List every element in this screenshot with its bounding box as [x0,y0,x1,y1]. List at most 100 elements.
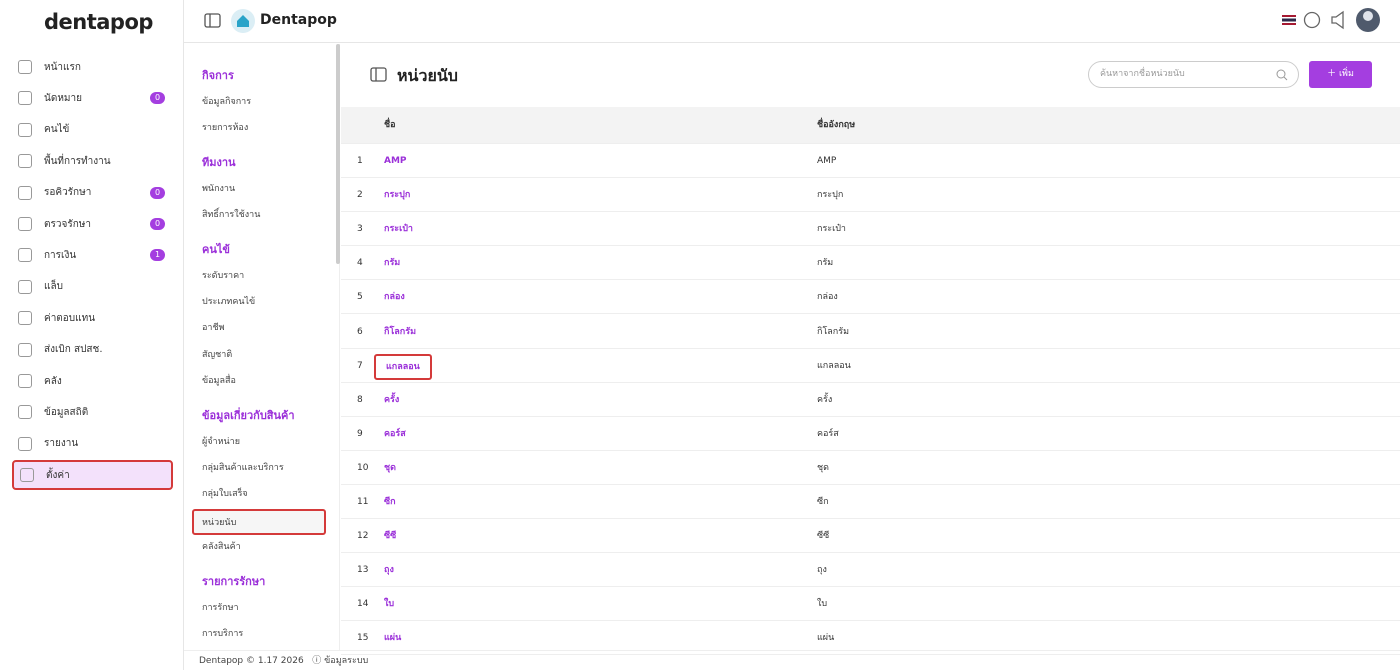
nav-item[interactable]: การเงิน 1 [12,240,173,270]
nav-item[interactable]: รายงาน [12,429,173,459]
table-row[interactable]: 2 กระปุก กระปุก [341,178,1400,213]
unit-name[interactable]: ชุด [384,462,396,473]
table-row[interactable]: 7 แกลลอน แกลลอน [341,349,1400,383]
menu-section-title: ข้อมูลเกี่ยวกับสินค้า [202,408,295,422]
menu-item[interactable]: สัญชาติ [202,349,233,360]
nav-icon [18,405,32,420]
menu-item[interactable]: ผู้จำหน่าย [202,436,241,447]
nav-item[interactable]: คลัง [12,366,173,396]
nav-icon [18,279,32,294]
menu-item[interactable]: ระดับราคา [202,270,245,281]
nav-item[interactable]: แล็บ [12,272,173,302]
menu-item[interactable]: ข้อมูลสื่อ [202,376,236,387]
unit-name[interactable]: ซีซี [384,531,397,542]
table-row[interactable]: 4 กรัม กรัม [341,246,1400,281]
nav-label: คนไข้ [44,124,70,136]
nav-item[interactable]: รอคิวรักษา 0 [12,178,173,208]
unit-name[interactable]: แกลลอน [374,353,432,380]
nav-icon [18,248,32,263]
unit-name[interactable]: AMP [384,156,407,166]
nav-icon [18,91,32,106]
nav-label: การเงิน [44,249,77,261]
nav-label: แล็บ [44,281,63,293]
nav-badge: 0 [150,186,165,199]
nav-item[interactable]: พื้นที่การทำงาน [12,146,173,176]
table-row[interactable]: 11 ซีก ซีก [341,485,1400,519]
menu-item[interactable]: อาชีพ [202,323,225,334]
unit-name[interactable]: กล่อง [384,292,405,303]
nav-label: หน้าแรก [44,61,81,73]
unit-name[interactable]: คอร์ส [384,428,406,439]
table-header: ชื่อ ชื่ออังกฤษ [341,107,1400,144]
nav-icon [18,217,32,231]
add-button[interactable]: ＋ เพิ่ม [1309,61,1372,88]
search-placeholder: ค้นหาจากชื่อหน่วยนับ [1100,69,1185,79]
unit-english-name: กระปุก [817,190,844,201]
nav-item[interactable]: คนไข้ [12,115,173,145]
nav-item[interactable]: ส่งเบิก สปสช. [12,335,173,365]
row-number: 14 [357,599,369,610]
table-row[interactable]: 5 กล่อง กล่อง [341,280,1400,315]
unit-name[interactable]: ครั้ง [384,394,400,405]
nav-label: รายงาน [44,438,79,450]
row-number: 13 [357,565,369,576]
unit-english-name: แผ่น [817,633,835,644]
nav-item[interactable]: หน้าแรก [12,52,173,82]
nav-item[interactable]: ตรวจรักษา 0 [12,209,173,239]
nav-item[interactable]: ข้อมูลสถิติ [12,397,173,427]
menu-item[interactable]: กลุ่มใบเสร็จ [202,489,248,500]
table-row[interactable]: 1 AMP AMP [341,144,1400,178]
nav-label: ตรวจรักษา [44,218,91,230]
menu-item[interactable]: ข้อมูลกิจการ [202,97,252,107]
table-row[interactable]: 9 คอร์ส คอร์ส [341,417,1400,451]
unit-name[interactable]: กิโลกรัม [384,326,417,337]
unit-name[interactable]: กระเป๋า [384,224,413,235]
menu-item[interactable]: สิทธิ์การใช้งาน [202,210,261,221]
nav-item[interactable]: ตั้งค่า [12,460,173,491]
nav-label: รอคิวรักษา [44,187,92,199]
brand-logo[interactable]: dentapop [44,10,153,34]
menu-item[interactable]: การบริการ [202,629,244,639]
toggle-sidebar-icon[interactable] [204,13,221,29]
menu-item[interactable]: คลังสินค้า [202,542,241,553]
nav-label: ค่าตอบแทน [44,312,96,324]
table-row[interactable]: 10 ชุด ชุด [341,451,1400,485]
nav-item[interactable]: ค่าตอบแทน [12,303,173,333]
menu-item[interactable]: กลุ่มสินค้าและบริการ [202,463,284,473]
row-number: 7 [357,360,363,371]
unit-name[interactable]: ใบ [384,599,395,610]
table-row[interactable]: 12 ซีซี ซีซี [341,519,1400,554]
unit-english-name: ใบ [817,599,828,610]
table-row[interactable]: 3 กระเป๋า กระเป๋า [341,212,1400,247]
unit-name[interactable]: ถุง [384,565,394,576]
unit-name[interactable]: แผ่น [384,633,402,644]
unit-name[interactable]: กระปุก [384,190,411,201]
nav-badge: 1 [150,249,165,262]
menu-item[interactable]: หน่วยนับ [192,508,326,535]
table-row[interactable]: 14 ใบ ใบ [341,587,1400,622]
nav-item[interactable]: นัดหมาย 0 [12,83,173,113]
menu-item[interactable]: ประเภทคนไข้ [202,297,256,307]
menu-section-title: กิจการ [202,69,234,82]
system-info[interactable]: ข้อมูลระบบ [324,656,369,666]
table-row[interactable]: 15 แผ่น แผ่น [341,621,1400,656]
search-input[interactable]: ค้นหาจากชื่อหน่วยนับ [1088,61,1299,88]
menu-item[interactable]: การรักษา [202,602,239,613]
table-row[interactable]: 8 ครั้ง ครั้ง [341,383,1400,417]
panel-icon [370,67,387,82]
unit-english-name: ซีซี [817,531,830,542]
unit-name[interactable]: กรัม [384,258,401,269]
nav-label: ส่งเบิก สปสช. [44,344,103,356]
nav-icon [18,374,32,388]
menu-item[interactable]: รายการห้อง [202,123,249,134]
header-icons [1282,8,1380,32]
scrollbar[interactable] [336,44,340,264]
table-row[interactable]: 6 กิโลกรัม กิโลกรัม [341,315,1400,349]
unit-english-name: ครั้ง [817,394,833,405]
table-row[interactable]: 13 ถุง ถุง [341,553,1400,588]
page-title: หน่วยนับ [397,66,458,85]
menu-item[interactable]: พนักงาน [202,183,236,194]
unit-name[interactable]: ซีก [384,497,396,507]
